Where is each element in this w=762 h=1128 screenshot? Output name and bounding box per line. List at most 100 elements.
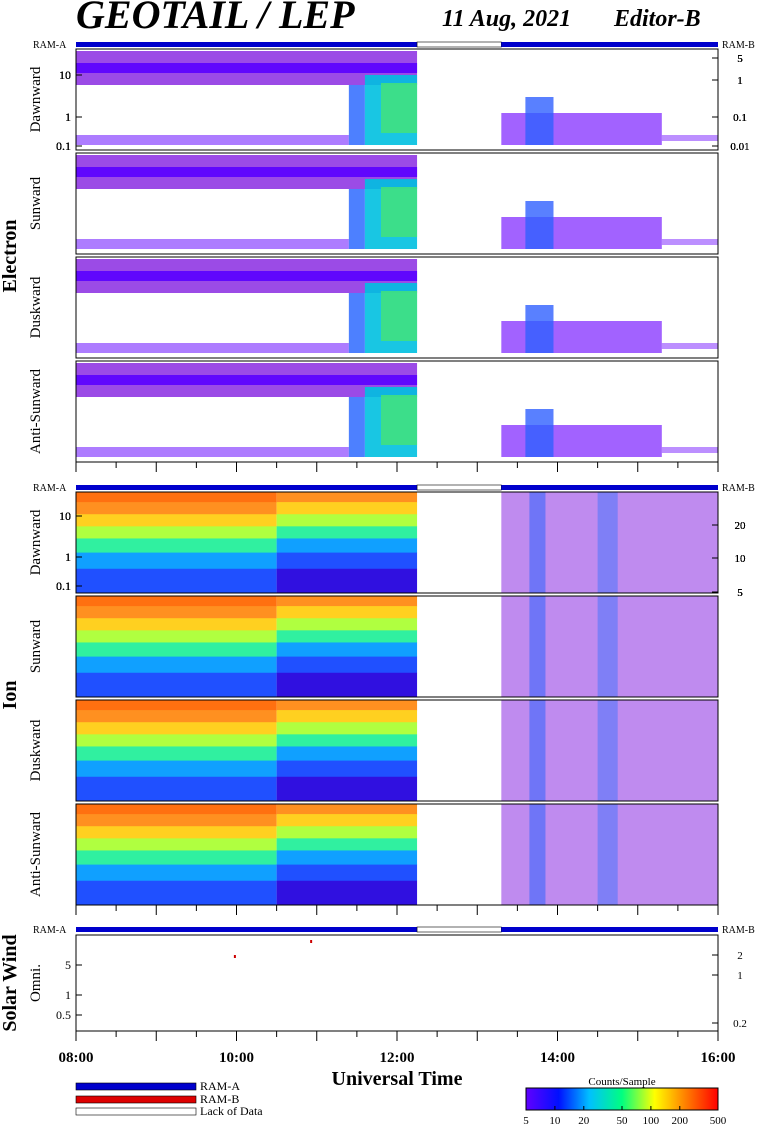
legend: RAM-A RAM-B Lack of Data <box>75 1079 263 1118</box>
ram-a-bar-segment <box>76 485 418 490</box>
spectrogram-band <box>276 656 418 674</box>
spectrogram-band <box>76 538 277 554</box>
spectrogram-band <box>76 492 277 503</box>
spectrogram-band <box>276 552 418 570</box>
spectrogram-band <box>276 710 418 723</box>
panel-frame <box>75 256 719 359</box>
right-tick-label: 2 <box>737 950 743 962</box>
panel-label: Dawnward <box>28 66 44 132</box>
spectrogram-band <box>525 409 554 457</box>
left-tick-label: 0.1 <box>56 139 71 153</box>
spectrogram-band <box>76 656 277 674</box>
spectrogram-band <box>76 618 277 631</box>
right-tick-label: 1 <box>737 75 743 87</box>
left-tick-label: 1 <box>65 110 71 124</box>
spectrogram-band <box>76 814 277 827</box>
right-tick-label: 0.1 <box>733 112 747 124</box>
spectrogram-band <box>276 746 418 762</box>
spectrogram-band <box>380 291 418 341</box>
right-tick-label: 1 <box>737 75 743 87</box>
legend-swatch-ram-a <box>75 1082 197 1091</box>
left-tick-label: 10 <box>59 68 71 82</box>
legend-swatch-ram-b <box>75 1095 197 1104</box>
spectrogram-band <box>76 568 277 594</box>
spectrogram-band <box>76 826 277 839</box>
ram-b-label: RAM-B <box>722 40 755 51</box>
spectrogram-band <box>276 630 418 643</box>
spectrogram-band <box>76 630 277 643</box>
x-axis-label: Universal Time <box>332 1068 463 1090</box>
spectrogram-band <box>76 343 349 353</box>
ram-a-label: RAM-A <box>33 40 67 51</box>
spectrogram-band <box>276 596 418 607</box>
spectrogram-band <box>348 397 365 457</box>
right-tick-label: 5 <box>737 587 743 599</box>
spectrogram-band <box>276 814 418 827</box>
spectrogram-band <box>76 271 418 281</box>
panel-frame <box>75 48 719 151</box>
colorbar-tick-label: 10 <box>549 1115 561 1127</box>
right-tick-label: 10 <box>735 553 747 565</box>
right-tick-label: 0.01 <box>730 141 749 153</box>
colorbar-tick-label: 5 <box>523 1115 529 1127</box>
right-tick-label: 10 <box>735 553 747 565</box>
x-tick-label: 08:00 <box>59 1050 94 1066</box>
right-tick-label: 5 <box>737 53 743 65</box>
left-tick-label: 0.1 <box>56 139 71 153</box>
spectrogram-band <box>76 526 277 539</box>
right-tick-label: 0.01 <box>730 141 749 153</box>
spectrogram-band <box>76 850 277 866</box>
spectrogram-band <box>348 293 365 353</box>
left-tick-label: 1 <box>65 550 71 564</box>
spectrogram-band <box>276 838 418 851</box>
left-tick-label: 10 <box>59 509 71 523</box>
right-tick-label: 20 <box>735 520 747 532</box>
left-tick-label: 1 <box>65 550 71 564</box>
spectrogram-band <box>276 672 418 698</box>
spectrogram-band <box>348 189 365 249</box>
page-title: GEOTAIL / LEP <box>76 0 355 37</box>
spectrogram-band <box>76 239 349 249</box>
right-tick-label: 1 <box>737 970 743 982</box>
right-tick-label: 5 <box>737 587 743 599</box>
spectrogram-band <box>76 167 418 177</box>
spectrogram-band <box>276 850 418 866</box>
spectrogram-band <box>276 722 418 735</box>
ram-a-label: RAM-A <box>33 925 67 936</box>
panel-label: Dawnward <box>28 509 44 575</box>
spectrogram-band <box>276 826 418 839</box>
left-tick-label: 10 <box>59 68 71 82</box>
right-tick-label: 20 <box>735 520 747 532</box>
spectrogram-band <box>348 85 365 145</box>
legend-swatch-lack-of-data <box>75 1107 197 1116</box>
spectrogram-band <box>276 568 418 594</box>
ram-b-label: RAM-B <box>722 483 755 494</box>
ram-a-bar-segment <box>501 927 718 932</box>
left-tick-label: 1 <box>65 988 71 1002</box>
colorbar-ticks: 5 10 20 50 100 200 500 <box>523 1106 727 1127</box>
spectrogram-band <box>661 239 718 245</box>
left-tick-label: 0.1 <box>56 579 71 593</box>
colorbar-tick-label: 500 <box>710 1115 727 1127</box>
spectrogram-band <box>597 596 618 697</box>
spectrogram-band <box>76 734 277 747</box>
spectrogram-band <box>76 502 277 515</box>
left-tick-label: 1 <box>65 550 71 564</box>
panel-frame <box>75 699 719 802</box>
solar-wind-point <box>310 940 313 943</box>
left-tick-label: 10 <box>59 68 71 82</box>
spectrogram-band <box>597 700 618 801</box>
spectrogram-band <box>76 722 277 735</box>
colorbar-tick-label: 20 <box>578 1115 590 1127</box>
left-tick-label: 1 <box>65 110 71 124</box>
spectrogram-band <box>76 63 418 73</box>
spectrogram-band <box>276 760 418 778</box>
left-tick-label: 0.1 <box>56 579 71 593</box>
spectrogram-band <box>76 838 277 851</box>
spectrogram-band <box>276 526 418 539</box>
spectrogram-band <box>276 700 418 711</box>
colorbar-tick-label: 100 <box>643 1115 660 1127</box>
right-tick-label: 20 <box>735 520 747 532</box>
right-tick-label: 5 <box>737 53 743 65</box>
